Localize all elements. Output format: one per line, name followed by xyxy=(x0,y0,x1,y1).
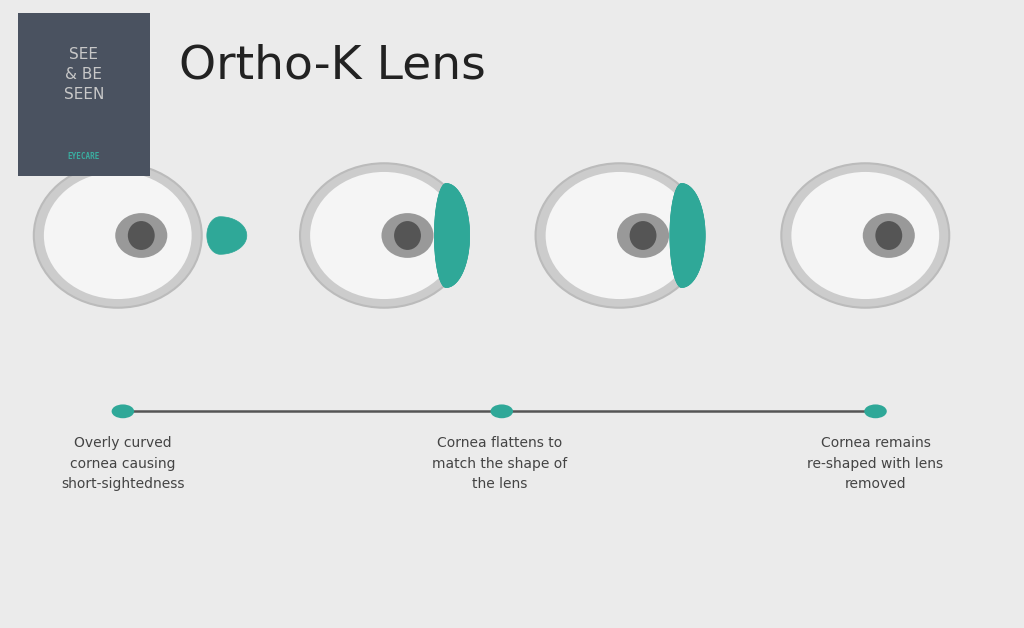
Polygon shape xyxy=(434,183,470,288)
Ellipse shape xyxy=(863,213,914,258)
Polygon shape xyxy=(670,183,706,288)
Text: Overly curved
cornea causing
short-sightedness: Overly curved cornea causing short-sight… xyxy=(61,436,184,490)
Ellipse shape xyxy=(34,163,202,308)
Text: SEE
& BE
SEEN: SEE & BE SEEN xyxy=(63,47,104,102)
Text: EYECARE: EYECARE xyxy=(68,152,100,161)
Ellipse shape xyxy=(382,213,433,258)
Circle shape xyxy=(112,404,134,418)
Circle shape xyxy=(490,404,513,418)
Ellipse shape xyxy=(546,172,693,299)
Text: Cornea remains
re-shaped with lens
removed: Cornea remains re-shaped with lens remov… xyxy=(808,436,943,490)
Text: Ortho-K Lens: Ortho-K Lens xyxy=(179,43,486,89)
Ellipse shape xyxy=(617,213,669,258)
Ellipse shape xyxy=(128,221,155,250)
Polygon shape xyxy=(670,183,706,288)
Ellipse shape xyxy=(781,163,949,308)
Ellipse shape xyxy=(630,221,656,250)
Text: Cornea flattens to
match the shape of
the lens: Cornea flattens to match the shape of th… xyxy=(431,436,567,490)
Ellipse shape xyxy=(116,213,167,258)
Ellipse shape xyxy=(300,163,468,308)
Ellipse shape xyxy=(394,221,421,250)
Ellipse shape xyxy=(876,221,902,250)
Polygon shape xyxy=(207,217,247,254)
FancyBboxPatch shape xyxy=(18,13,150,176)
Ellipse shape xyxy=(310,172,458,299)
Polygon shape xyxy=(434,183,470,288)
Circle shape xyxy=(864,404,887,418)
Ellipse shape xyxy=(44,172,191,299)
Ellipse shape xyxy=(536,163,703,308)
Ellipse shape xyxy=(792,172,939,299)
